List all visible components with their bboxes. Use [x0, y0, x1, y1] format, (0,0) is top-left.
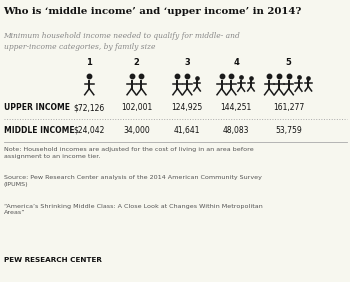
Text: 3: 3: [184, 58, 190, 67]
Text: 41,641: 41,641: [174, 126, 201, 135]
Text: Who is ‘middle income’ and ‘upper income’ in 2014?: Who is ‘middle income’ and ‘upper income…: [4, 7, 302, 16]
Text: 4: 4: [233, 58, 239, 67]
Text: Note: Household incomes are adjusted for the cost of living in an area before
as: Note: Household incomes are adjusted for…: [4, 147, 253, 158]
Text: Source: Pew Research Center analysis of the 2014 American Community Survey
(IPUM: Source: Pew Research Center analysis of …: [4, 175, 261, 187]
Text: 102,001: 102,001: [121, 103, 152, 112]
Text: PEW RESEARCH CENTER: PEW RESEARCH CENTER: [4, 257, 101, 263]
Text: 2: 2: [134, 58, 139, 67]
Text: “America’s Shrinking Middle Class: A Close Look at Changes Within Metropolitan
A: “America’s Shrinking Middle Class: A Clo…: [4, 204, 262, 215]
Text: MIDDLE INCOME: MIDDLE INCOME: [4, 126, 74, 135]
Text: $72,126: $72,126: [74, 103, 105, 112]
Text: Minimum household income needed to qualify for middle- and
upper-income categori: Minimum household income needed to quali…: [4, 32, 240, 50]
Text: 144,251: 144,251: [220, 103, 252, 112]
Text: 5: 5: [286, 58, 292, 67]
Text: 53,759: 53,759: [275, 126, 302, 135]
Text: 34,000: 34,000: [123, 126, 150, 135]
Text: UPPER INCOME: UPPER INCOME: [4, 103, 70, 112]
Text: 124,925: 124,925: [172, 103, 203, 112]
Text: 1: 1: [86, 58, 92, 67]
Text: 161,277: 161,277: [273, 103, 304, 112]
Text: $24,042: $24,042: [74, 126, 105, 135]
Text: 48,083: 48,083: [223, 126, 250, 135]
